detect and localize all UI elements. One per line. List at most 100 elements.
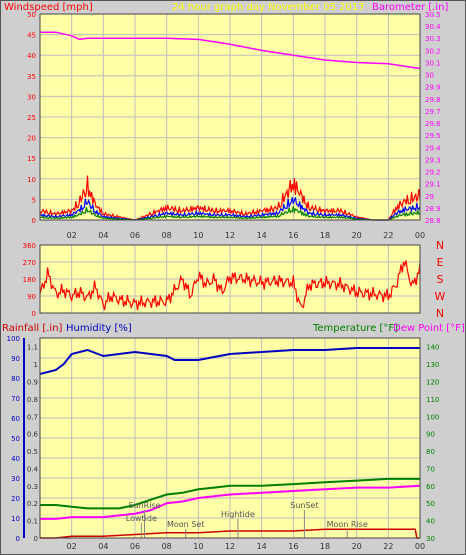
windspeed-tick-label: 10 — [27, 176, 36, 184]
barometer-tick-label: 29.3 — [425, 156, 441, 164]
series-layer: SunRise Lowtide Moon Set Hightide SunSet Moon… — [39, 31, 421, 539]
temperature-series — [40, 477, 420, 510]
wind-baro-x-tick-label: 04 — [98, 231, 108, 240]
temperature-tick-label: 60 — [426, 483, 435, 491]
rainfall-series — [40, 528, 420, 539]
barometer-tick-label: 30.2 — [425, 47, 441, 55]
humidity-tick-label: 90 — [11, 355, 20, 363]
barometer-series — [40, 31, 421, 70]
windspeed-tick-label: 30 — [27, 93, 36, 101]
wind-baro-x-tick-label: 06 — [130, 231, 140, 240]
barometer-tick-label: 29 — [425, 193, 434, 201]
dewpoint-series — [40, 484, 421, 520]
windspeed-tick-label: 40 — [27, 52, 36, 60]
compass-label: S — [437, 273, 444, 286]
barometer-tick-label: 28.8 — [425, 217, 441, 225]
compass-label: W — [435, 290, 446, 303]
rainfall-tick-label: 1 — [34, 361, 38, 369]
event-marker-label: SunRise — [128, 501, 160, 510]
event-marker-label: SunSet — [290, 501, 318, 510]
direction-tick-label: 90 — [27, 293, 36, 301]
humidity-tick-label: 60 — [11, 415, 20, 423]
humidity-tick-label: 30 — [11, 475, 20, 483]
rainfall-tick-label: 0.9 — [27, 378, 38, 386]
temperature-tick-label: 80 — [426, 448, 435, 456]
event-marker-label: Moon Set — [167, 520, 204, 529]
rainfall-tick-label: 0.6 — [27, 431, 39, 439]
wind-baro-x-tick-label: 14 — [257, 231, 267, 240]
event-marker-label: Hightide — [221, 510, 255, 519]
barometer-tick-label: 29.6 — [425, 120, 441, 128]
temperature-tick-label: 70 — [426, 465, 435, 473]
temperature-axis-label: Temperature [°F] — [312, 323, 398, 334]
temperature-tick-label: 40 — [426, 518, 435, 526]
humidity-tick-label: 40 — [11, 455, 20, 463]
dewpoint-axis-label: Dew Point [°F] — [393, 323, 465, 334]
temperature-tick-label: 130 — [426, 361, 439, 369]
rain-humidity-temp-x-tick-label: 20 — [352, 542, 362, 551]
rainfall-axis-label: Rainfall [.in] — [2, 323, 63, 334]
event-marker-label: Moon Rise — [327, 520, 368, 529]
rainfall-tick-label: 0 — [34, 535, 38, 543]
wind-baro-x-tick-label: 20 — [352, 231, 362, 240]
chart-title: 24 hour graph day November 05 2017 — [172, 2, 365, 13]
plot-frame — [39, 13, 421, 221]
direction-tick-label: 360 — [23, 242, 36, 250]
windspeed-average-series — [39, 205, 421, 221]
rain-humidity-temp-x-tick-label: 00 — [415, 542, 425, 551]
wind-baro-x-tick-label: 10 — [193, 231, 203, 240]
humidity-tick-label: 80 — [11, 375, 20, 383]
axis-layer: 02 04 06 08 10 12 14 16 18 20 22 000510152025303540… — [7, 11, 446, 551]
barometer-tick-label: 28.9 — [425, 205, 441, 213]
barometer-tick-label: 30.5 — [425, 11, 441, 19]
rain-humidity-temp-x-tick-label: 06 — [130, 542, 140, 551]
rainfall-tick-label: 0.3 — [27, 483, 38, 491]
wind-baro-x-tick-label: 08 — [162, 231, 172, 240]
compass-label: N — [436, 239, 444, 252]
rain-humidity-temp-x-tick-label: 14 — [257, 542, 267, 551]
rain-humidity-temp-x-tick-label: 04 — [98, 542, 108, 551]
humidity-series — [39, 347, 420, 375]
barometer-tick-label: 29.4 — [425, 144, 441, 152]
barometer-tick-label: 29.8 — [425, 96, 441, 104]
barometer-tick-label: 29.9 — [425, 84, 441, 92]
barometer-tick-label: 29.5 — [425, 132, 441, 140]
windspeed-gust-series — [39, 175, 421, 221]
wind-baro-x-tick-label: 12 — [225, 231, 235, 240]
event-marker-label: Lowtide — [126, 514, 157, 523]
rainfall-tick-label: 0.2 — [27, 500, 38, 508]
rain-humidity-temp-x-tick-label: 18 — [320, 542, 330, 551]
rainfall-tick-label: 0.1 — [27, 518, 38, 526]
temperature-tick-label: 120 — [426, 378, 439, 386]
barometer-tick-label: 29.2 — [425, 169, 441, 177]
barometer-tick-label: 30.3 — [425, 35, 441, 43]
windspeed-tick-label: 25 — [27, 114, 36, 122]
rain-humidity-temp-x-tick-label: 16 — [288, 542, 298, 551]
rain-humidity-temp-x-tick-label: 22 — [383, 542, 393, 551]
rain-humidity-temp-x-tick-label: 08 — [162, 542, 172, 551]
windspeed-tick-label: 35 — [27, 73, 36, 81]
rain-humidity-temp-x-tick-label: 12 — [225, 542, 235, 551]
barometer-tick-label: 30 — [425, 72, 434, 80]
temperature-tick-label: 30 — [426, 535, 435, 543]
windspeed-tick-label: 0 — [32, 217, 36, 225]
temperature-tick-label: 100 — [426, 413, 439, 421]
barometer-tick-label: 30.1 — [425, 59, 441, 67]
barometer-tick-label: 30.4 — [425, 23, 441, 31]
windspeed-tick-label: 15 — [27, 155, 36, 163]
humidity-tick-label: 50 — [11, 435, 20, 443]
temperature-tick-label: 140 — [426, 344, 439, 352]
compass-label: E — [437, 256, 444, 269]
humidity-tick-label: 20 — [11, 495, 20, 503]
windspeed-tick-label: 45 — [27, 32, 36, 40]
humidity-tick-label: 100 — [7, 335, 20, 343]
wind-baro-x-tick-label: 22 — [383, 231, 393, 240]
rainfall-tick-label: 0.4 — [27, 465, 39, 473]
windspeed-axis-label: Windspeed [mph] — [4, 2, 93, 13]
rainfall-tick-label: 1.1 — [27, 344, 38, 352]
wind-baro-x-tick-label: 16 — [288, 231, 298, 240]
temperature-tick-label: 110 — [426, 396, 439, 404]
wind-baro-x-tick-label: 18 — [320, 231, 330, 240]
rain-humidity-temp-x-tick-label: 02 — [67, 542, 77, 551]
plot-frame — [39, 244, 421, 314]
